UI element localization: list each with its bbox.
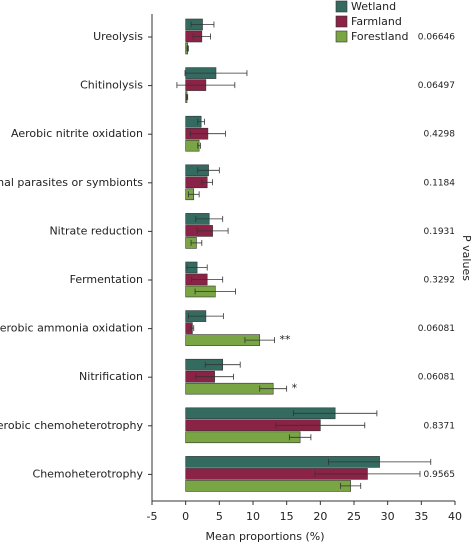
error-bar (314, 470, 421, 477)
y-tick-label: Animal parasites or symbionts (0, 176, 143, 189)
y-tick-label: Ureolysis (93, 30, 143, 43)
legend-swatch (335, 30, 348, 43)
error-bar (197, 142, 201, 149)
p-value: 0.8371 (424, 421, 456, 431)
error-bar (204, 361, 241, 368)
x-tick-label: -5 (147, 510, 158, 523)
x-axis-title: Mean proportions (%) (205, 530, 324, 543)
error-bar (195, 373, 234, 380)
error-bar (201, 179, 214, 186)
p-value: 0.06081 (418, 324, 455, 334)
error-bar (190, 21, 215, 28)
error-bar (176, 82, 236, 89)
p-value: 0.1931 (424, 227, 456, 237)
p-value: 0.1184 (424, 178, 456, 188)
error-bar (197, 118, 205, 125)
error-bar (195, 215, 224, 222)
legend-label: Wetland (351, 0, 396, 13)
p-value: 0.06081 (418, 373, 455, 383)
error-bar (328, 458, 432, 465)
bar (185, 480, 351, 492)
y-tick-label: Chemoheterotrophy (33, 467, 144, 480)
error-bar (288, 434, 312, 441)
p-axis-title: P values (460, 235, 473, 281)
error-bar (275, 422, 366, 429)
p-value: 0.06646 (418, 33, 455, 43)
error-bar (196, 227, 229, 234)
error-bar (292, 410, 378, 417)
y-tick-label: Nitrate reduction (49, 224, 143, 237)
error-bar (187, 191, 200, 198)
x-tick-label: 35 (414, 510, 428, 523)
legend-swatch (335, 0, 348, 13)
x-tick-label: 15 (280, 510, 294, 523)
p-value: 0.06497 (418, 81, 455, 91)
legend-swatch (335, 15, 348, 28)
error-bar (186, 264, 208, 271)
x-tick-label: 30 (381, 510, 395, 523)
p-value: 0.3292 (424, 276, 456, 286)
error-bar (191, 276, 224, 283)
legend-label: Farmland (351, 15, 402, 28)
error-bar (192, 33, 211, 40)
error-bar (259, 385, 288, 392)
y-tick-label: Fermentation (70, 273, 143, 286)
error-bar (189, 130, 226, 137)
error-bar (197, 167, 220, 174)
error-bar (190, 239, 203, 246)
p-value: 0.4298 (424, 130, 456, 140)
x-tick-label: 40 (448, 510, 462, 523)
x-tick-label: 10 (246, 510, 260, 523)
error-bar (185, 94, 189, 101)
bar (185, 139, 200, 152)
bar (185, 431, 301, 444)
x-tick-label: 25 (347, 510, 361, 523)
x-tick-label: 0 (182, 510, 189, 523)
significance-mark: * (292, 382, 298, 395)
error-bar (184, 70, 248, 77)
x-tick-label: 5 (216, 510, 223, 523)
error-bar (194, 288, 236, 295)
significance-mark: ** (280, 333, 292, 346)
error-bar (244, 337, 275, 344)
error-bar (190, 325, 195, 332)
y-tick-label: Aerobic chemoheterotrophy (0, 419, 143, 432)
error-bar (340, 482, 362, 489)
y-tick-label: Nitrification (79, 370, 143, 383)
x-tick-label: 20 (313, 510, 327, 523)
y-tick-label: Aerobic nitrite oxidation (11, 127, 143, 140)
y-tick-label: Aerobic ammonia oxidation (0, 322, 143, 335)
error-bar (186, 45, 189, 52)
p-value: 0.9565 (424, 470, 456, 480)
legend-label: Forestland (351, 30, 409, 43)
error-bar (187, 313, 224, 320)
y-tick-label: Chitinolysis (80, 79, 143, 92)
